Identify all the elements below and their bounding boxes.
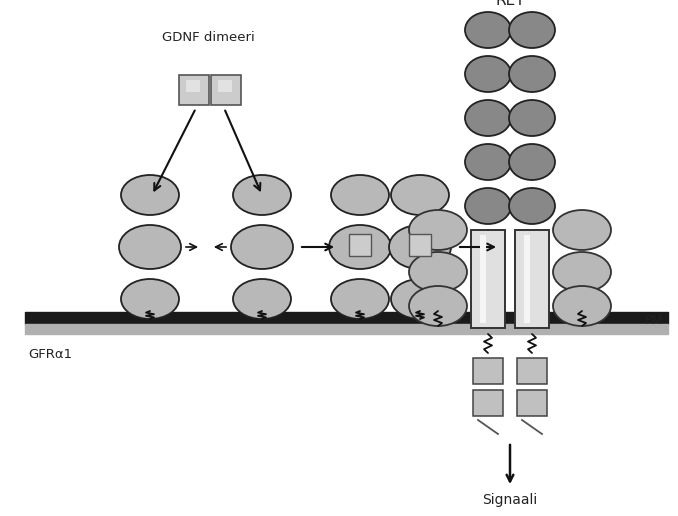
Ellipse shape — [553, 252, 611, 292]
Bar — [524, 235, 530, 323]
Ellipse shape — [465, 188, 511, 224]
Ellipse shape — [509, 188, 555, 224]
Bar — [473, 358, 503, 384]
Ellipse shape — [391, 175, 449, 215]
Ellipse shape — [465, 56, 511, 92]
Ellipse shape — [509, 144, 555, 180]
Bar — [517, 390, 547, 416]
Bar — [409, 234, 431, 256]
Ellipse shape — [119, 225, 181, 269]
Ellipse shape — [409, 286, 467, 326]
FancyBboxPatch shape — [179, 75, 209, 105]
Ellipse shape — [233, 175, 291, 215]
Text: GDNF dimeeri: GDNF dimeeri — [161, 31, 254, 44]
Ellipse shape — [509, 56, 555, 92]
Ellipse shape — [465, 100, 511, 136]
Ellipse shape — [553, 286, 611, 326]
Text: Signaali: Signaali — [482, 493, 538, 507]
Ellipse shape — [231, 225, 293, 269]
Ellipse shape — [409, 252, 467, 292]
Text: RET: RET — [495, 0, 525, 8]
Ellipse shape — [465, 144, 511, 180]
Text: GFRα1: GFRα1 — [28, 348, 72, 361]
Bar — [517, 358, 547, 384]
Bar — [480, 235, 486, 323]
FancyBboxPatch shape — [186, 80, 200, 92]
FancyBboxPatch shape — [211, 75, 241, 105]
Ellipse shape — [121, 175, 179, 215]
Bar — [471, 230, 505, 328]
Ellipse shape — [391, 279, 449, 319]
Ellipse shape — [331, 175, 389, 215]
Ellipse shape — [233, 279, 291, 319]
Ellipse shape — [331, 279, 389, 319]
Ellipse shape — [553, 210, 611, 250]
Ellipse shape — [329, 225, 391, 269]
Ellipse shape — [409, 210, 467, 250]
Ellipse shape — [465, 12, 511, 48]
FancyBboxPatch shape — [218, 80, 232, 92]
Ellipse shape — [389, 225, 451, 269]
Ellipse shape — [509, 12, 555, 48]
Text: PM: PM — [645, 314, 663, 328]
Bar — [349, 234, 371, 256]
Bar — [473, 390, 503, 416]
Bar — [515, 230, 549, 328]
Ellipse shape — [509, 100, 555, 136]
Ellipse shape — [121, 279, 179, 319]
